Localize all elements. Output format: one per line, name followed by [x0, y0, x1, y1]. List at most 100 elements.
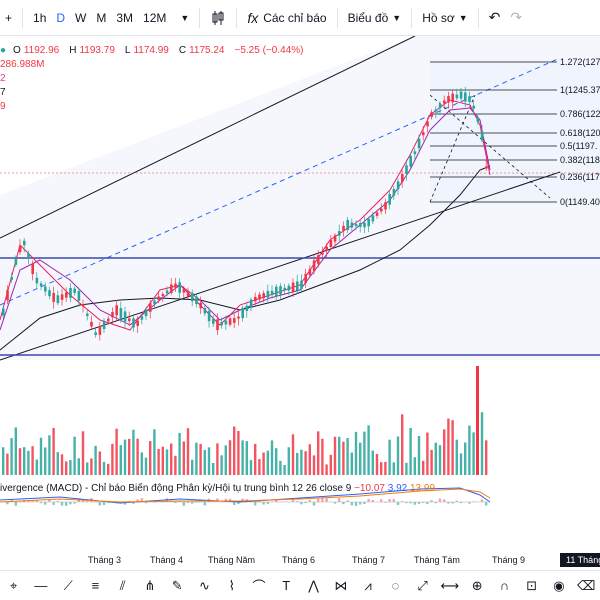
candle-body: [363, 222, 366, 228]
month-label: Tháng 4: [150, 555, 184, 565]
macd-bar: [182, 502, 185, 506]
interval-1h[interactable]: 1h: [33, 10, 47, 25]
macd-bar: [191, 502, 194, 504]
macd-bar: [321, 498, 324, 502]
redo-button[interactable]: ↷: [505, 0, 527, 36]
volume-bar: [401, 414, 404, 475]
month-label: Tháng Tám: [414, 555, 460, 565]
candle-body: [430, 112, 433, 117]
macd-bar: [86, 500, 89, 502]
chart-menu-label: Biểu đồ: [347, 10, 389, 25]
forecast-icon[interactable]: ⤢: [417, 577, 428, 593]
candle-body: [44, 286, 47, 292]
candle-body: [241, 307, 244, 319]
macd-bar: [317, 498, 320, 502]
add-symbol-button[interactable]: +: [0, 0, 17, 36]
candle-body: [35, 277, 39, 284]
volume-bar: [73, 436, 76, 475]
candle-body: [153, 300, 156, 305]
cursor-icon[interactable]: ⌖: [9, 577, 18, 593]
chart-type-button[interactable]: [205, 0, 231, 36]
interval-w[interactable]: W: [75, 10, 87, 25]
abcd-icon[interactable]: ⋈: [334, 577, 348, 593]
macd-bar: [417, 502, 421, 504]
volume-bar: [464, 442, 467, 475]
horizontal-line-icon[interactable]: —: [34, 578, 48, 593]
volume-bar: [132, 429, 135, 475]
cycle-icon[interactable]: ◌: [391, 578, 400, 593]
interval-12m[interactable]: 12M: [143, 10, 167, 25]
volume-bar: [31, 446, 34, 475]
channel-lower-line[interactable]: [0, 171, 561, 361]
volume-bar: [161, 446, 164, 475]
candle-body: [287, 285, 291, 291]
candle-body: [6, 290, 9, 301]
redo-icon: ↷: [510, 9, 523, 25]
fib-retracement[interactable]: [430, 61, 557, 203]
ray-icon[interactable]: ⟋: [63, 577, 73, 593]
candle-body: [245, 305, 249, 312]
channel-upper-line[interactable]: [0, 36, 416, 239]
candle-body: [199, 302, 202, 309]
candles-icon: [212, 10, 224, 25]
interval-3m[interactable]: 3M: [116, 10, 134, 25]
profile-menu-label: Hồ sơ: [422, 10, 455, 25]
brush-icon[interactable]: ✎: [171, 577, 183, 593]
volume-bar: [287, 447, 290, 475]
toolbar-divider: [411, 7, 413, 28]
undo-button[interactable]: ↶: [484, 0, 506, 36]
interval-d[interactable]: D: [56, 10, 66, 25]
candle-body: [48, 290, 51, 297]
profile-menu-button[interactable]: Hồ sơ ▼: [417, 0, 472, 36]
arc-icon[interactable]: ⌒: [252, 579, 266, 594]
candle-body: [422, 132, 425, 136]
text-icon[interactable]: T: [282, 578, 291, 593]
channel-icon[interactable]: ⫽: [119, 577, 126, 593]
chart-menu-button[interactable]: Biểu đồ ▼: [343, 0, 407, 36]
pattern-icon[interactable]: ⋀: [308, 577, 319, 593]
macd-bar: [107, 502, 110, 503]
volume-bar: [153, 429, 156, 475]
volume-bar: [459, 453, 463, 475]
volume-bar: [417, 436, 421, 475]
eye-icon[interactable]: ◉: [553, 577, 565, 593]
volume-bar: [338, 436, 341, 475]
macd-bar: [396, 502, 400, 505]
macd-bar: [380, 499, 383, 502]
candle-body: [140, 316, 144, 320]
macd-bar: [186, 502, 190, 503]
zoom-icon[interactable]: ⊕: [471, 577, 483, 593]
volume-bar: [308, 444, 311, 475]
trash-icon[interactable]: ⌫: [577, 577, 596, 593]
elliott-icon[interactable]: ⩘: [364, 577, 372, 593]
macd-bar: [359, 502, 362, 505]
macd-value-1: −10.07: [354, 483, 385, 494]
candle-body: [296, 281, 299, 291]
pitchfork-icon[interactable]: ⋔: [144, 577, 156, 593]
magnet-icon[interactable]: ∩: [499, 578, 510, 593]
curve-icon[interactable]: ∿: [199, 577, 210, 593]
volume-bar: [107, 463, 110, 475]
path-icon[interactable]: ⌇: [228, 577, 235, 593]
macd-name: ivergence (MACD) - Chỉ báo Biến động Phâ…: [0, 483, 352, 494]
channel-mid-line[interactable]: [0, 57, 561, 306]
candle-body: [233, 318, 236, 323]
drawing-toolbar: ⌖ — ⟋ ≡ ⫽ ⋔ ✎ ∿ ⌇ ⌒ T ⋀ ⋈ ⩘ ◌ ⤢ ⟷ ⊕ ∩ ⊡ …: [0, 570, 600, 600]
ma-value-4: 9: [0, 101, 6, 112]
indicators-button[interactable]: fx Các chỉ báo: [242, 0, 331, 36]
macd-bar: [426, 502, 429, 505]
candle-body: [102, 321, 106, 330]
time-axis[interactable]: Tháng 3 Tháng 4 Tháng Năm Tháng 6 Tháng …: [0, 555, 600, 569]
measure-icon[interactable]: ⟷: [440, 577, 460, 593]
candle-body: [392, 188, 396, 196]
fib-icon[interactable]: ≡: [91, 578, 100, 593]
candlesticks: [2, 86, 488, 341]
lock-icon[interactable]: ⊡: [526, 577, 538, 593]
interval-m[interactable]: M: [96, 10, 107, 25]
price-chart[interactable]: 1.272(127 1(1245.37 0.786(122 0.618(120 …: [0, 36, 600, 566]
macd-bar: [275, 499, 278, 502]
fib-label-382: 0.382(118: [560, 155, 600, 165]
volume-bar: [10, 438, 13, 475]
interval-dropdown[interactable]: ▼: [171, 0, 194, 36]
volume-bar: [270, 440, 274, 475]
